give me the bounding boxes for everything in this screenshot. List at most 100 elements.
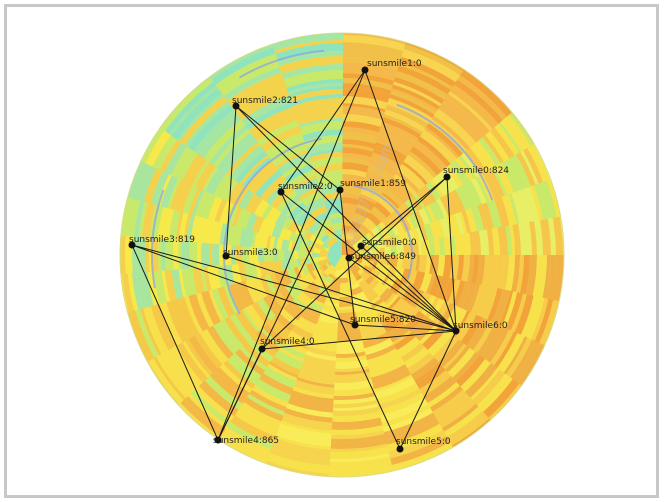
node-dot[interactable]	[357, 242, 365, 250]
sunburst-arc	[350, 286, 363, 296]
sunburst-arc	[233, 409, 279, 437]
sunburst-arc	[241, 210, 252, 230]
sunburst-arc	[145, 129, 172, 167]
sunburst-arc	[455, 187, 471, 211]
sunburst-arc	[442, 255, 452, 279]
sunburst-arc	[349, 282, 360, 291]
sunburst-arc	[297, 265, 306, 278]
node-dot[interactable]	[396, 445, 404, 453]
sunburst-arc	[371, 152, 402, 171]
node-dot[interactable]	[443, 173, 451, 181]
sunburst-arc	[195, 190, 211, 218]
sunburst-arc	[182, 184, 199, 214]
sunburst-arc	[461, 210, 472, 234]
sunburst-arc	[269, 235, 276, 249]
sunburst-arc	[363, 338, 394, 356]
node-dot[interactable]	[336, 186, 344, 194]
sunburst-arc	[365, 344, 396, 361]
sunburst-arc	[353, 212, 367, 223]
sunburst-arc	[235, 150, 268, 184]
node-dot[interactable]	[277, 188, 285, 196]
node-label: sunsmile1:859	[340, 179, 406, 189]
sunburst-arc	[328, 453, 390, 462]
node-dot[interactable]	[214, 436, 222, 444]
sunburst-arc	[217, 285, 236, 318]
sunburst-arc	[252, 246, 259, 263]
sunburst-arc	[352, 233, 363, 243]
sunburst-arc	[288, 231, 300, 243]
sunburst-arc	[198, 114, 242, 159]
sunburst-arc	[494, 163, 515, 196]
sunburst-arc	[455, 157, 475, 182]
sunburst-arc	[505, 255, 515, 292]
sunburst-arc	[368, 261, 375, 269]
sunburst-arc	[364, 177, 387, 191]
sunburst-arc	[307, 300, 324, 313]
sunburst-outline	[119, 32, 565, 478]
sunburst-arc	[369, 361, 405, 378]
node-dot[interactable]	[452, 327, 460, 335]
sunburst-arc	[325, 275, 334, 284]
sunburst-arc	[161, 207, 175, 240]
sunburst-arc	[338, 295, 354, 304]
sunburst-arc	[351, 269, 361, 279]
sunburst-arc	[246, 393, 285, 416]
sunburst-arc	[236, 281, 250, 308]
node-dot[interactable]	[128, 241, 136, 249]
node-dot[interactable]	[351, 321, 359, 329]
link-line	[348, 176, 448, 259]
sunburst-arc	[208, 170, 227, 195]
sunburst-arc	[420, 129, 458, 165]
link-line	[280, 69, 366, 193]
sunburst-arc	[410, 227, 420, 243]
sunburst-arc	[288, 240, 293, 251]
sunburst-arc	[293, 379, 335, 395]
node-dot[interactable]	[222, 252, 230, 260]
sunburst-arc	[164, 141, 188, 176]
sunburst-arc	[318, 231, 327, 241]
sunburst-arc	[135, 235, 141, 274]
sunburst-arc	[460, 314, 483, 347]
node-dot[interactable]	[361, 66, 369, 74]
sunburst-arc	[215, 366, 250, 398]
sunburst-arc	[481, 255, 489, 287]
sunburst-arc	[140, 236, 146, 273]
node-dot[interactable]	[232, 102, 240, 110]
sunburst-arc	[327, 264, 335, 272]
sunburst-arc	[239, 227, 251, 247]
link-line	[280, 191, 457, 332]
sunburst-arc	[445, 93, 491, 135]
sunburst-arc	[211, 287, 229, 320]
sunburst-arc	[378, 126, 417, 149]
sunburst-arc	[334, 269, 342, 278]
sunburst-arc	[469, 143, 493, 173]
sunburst-arc	[310, 205, 328, 219]
sunburst-arc	[426, 382, 460, 408]
sunburst-arc	[379, 397, 428, 423]
sunburst-arc	[342, 174, 366, 186]
sunburst-arc	[302, 129, 343, 142]
sunburst-arc	[330, 434, 386, 443]
sunburst-arc	[466, 232, 471, 256]
sunburst-arc	[245, 212, 258, 231]
node-label: sunsmile0:0	[362, 238, 417, 248]
sunburst-arc	[244, 304, 267, 330]
sunburst-arc	[445, 165, 464, 189]
node-dot[interactable]	[345, 254, 353, 262]
sunburst-arc	[209, 43, 275, 80]
sunburst-arc	[451, 189, 466, 213]
sunburst-arc	[139, 307, 162, 356]
link-line	[399, 330, 457, 450]
sunburst-arc	[491, 167, 508, 197]
sunburst-arc	[421, 325, 446, 351]
sunburst-arc	[312, 252, 321, 258]
sunburst-arc	[389, 278, 404, 295]
link-line	[446, 176, 457, 332]
sunburst-arc	[238, 263, 248, 282]
node-dot[interactable]	[258, 345, 266, 353]
sunburst-arc	[383, 114, 424, 136]
sunburst-arc	[231, 244, 236, 265]
sunburst-arc	[199, 217, 208, 243]
sunburst-arc	[184, 100, 231, 148]
sunburst-arc	[287, 220, 300, 234]
